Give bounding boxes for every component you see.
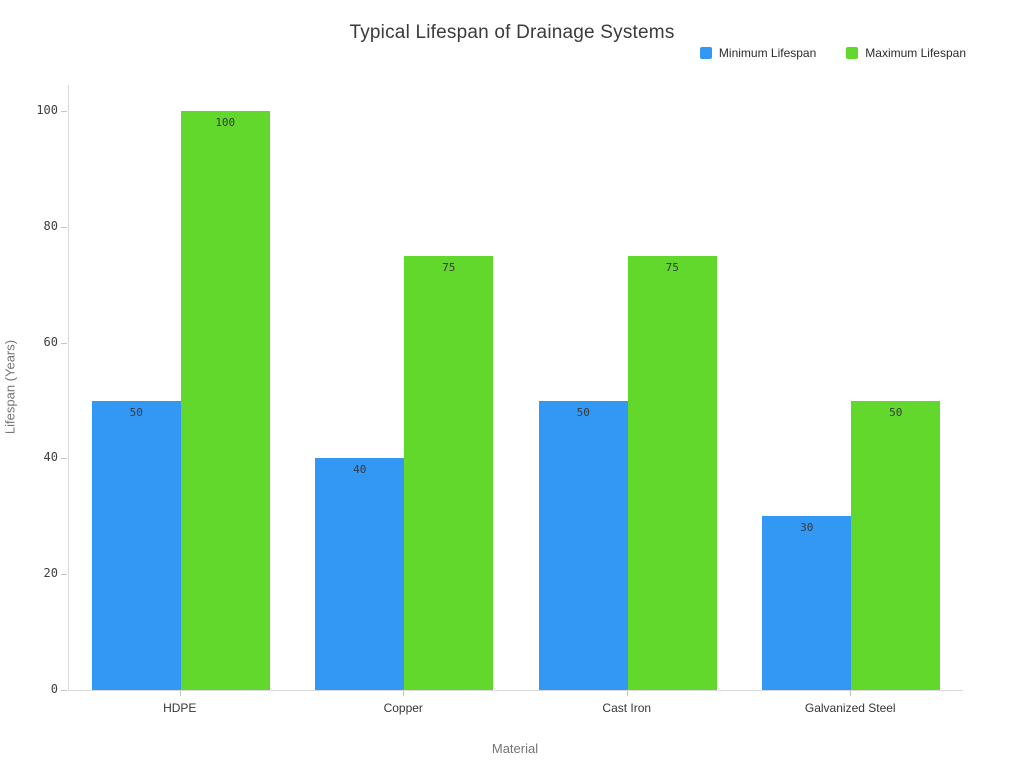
x-tick-label-cast-iron: Cast Iron: [602, 701, 652, 715]
legend: Minimum Lifespan Maximum Lifespan: [699, 46, 966, 60]
x-tick-label-hdpe: HDPE: [163, 701, 197, 715]
chart-title: Typical Lifespan of Drainage Systems: [349, 22, 675, 43]
bar-value-label: 50: [129, 405, 143, 419]
y-tick-mark: [61, 342, 67, 344]
x-tick-mark: [626, 691, 628, 696]
bar-value-label: 40: [353, 463, 367, 477]
y-tick-mark: [61, 226, 67, 228]
bar-max-copper: [404, 255, 494, 690]
y-tick-label-40: 40: [43, 450, 58, 465]
x-tick-mark: [179, 691, 181, 696]
legend-swatch-maximum-icon: [846, 47, 859, 59]
bar-value-label: 30: [800, 521, 814, 535]
y-tick-mark: [61, 574, 67, 576]
y-axis-title: Lifespan (Years): [2, 339, 18, 435]
bar-value-label: 75: [442, 260, 456, 274]
y-tick-mark: [61, 690, 67, 691]
bar-value-label: 75: [665, 260, 679, 274]
x-axis-title: Material: [491, 741, 539, 756]
bar-value-label: 50: [889, 405, 903, 419]
y-tick-label-0: 0: [50, 682, 58, 696]
plot-area: 50 100 40 75 50 75 30 50: [68, 85, 963, 691]
y-tick-label-20: 20: [43, 566, 58, 581]
bar-min-hdpe: [91, 400, 181, 690]
bar-value-label: 100: [215, 116, 236, 129]
bar-min-galvanized-steel: [762, 516, 852, 690]
x-tick-label-galvanized-steel: Galvanized Steel: [804, 701, 896, 715]
bar-max-galvanized-steel: [851, 400, 941, 690]
legend-label-minimum: Minimum Lifespan: [718, 46, 817, 60]
y-tick-label-60: 60: [43, 334, 58, 349]
x-tick-mark: [403, 691, 405, 696]
legend-item-minimum-lifespan: Minimum Lifespan: [699, 46, 817, 60]
legend-swatch-minimum-icon: [699, 47, 712, 59]
bar-max-cast-iron: [627, 255, 717, 690]
bar-max-hdpe: [180, 111, 270, 690]
x-tick-label-copper: Copper: [383, 701, 423, 715]
x-tick-mark: [850, 691, 852, 696]
y-tick-label-100: 100: [36, 103, 58, 117]
bar-value-label: 50: [576, 405, 590, 419]
y-tick-mark: [61, 458, 67, 460]
y-tick-label-80: 80: [43, 218, 58, 233]
legend-item-maximum-lifespan: Maximum Lifespan: [846, 46, 966, 60]
y-tick-mark: [61, 111, 67, 112]
legend-label-maximum: Maximum Lifespan: [865, 46, 966, 60]
bar-min-cast-iron: [538, 400, 628, 690]
bar-min-copper: [315, 458, 405, 690]
